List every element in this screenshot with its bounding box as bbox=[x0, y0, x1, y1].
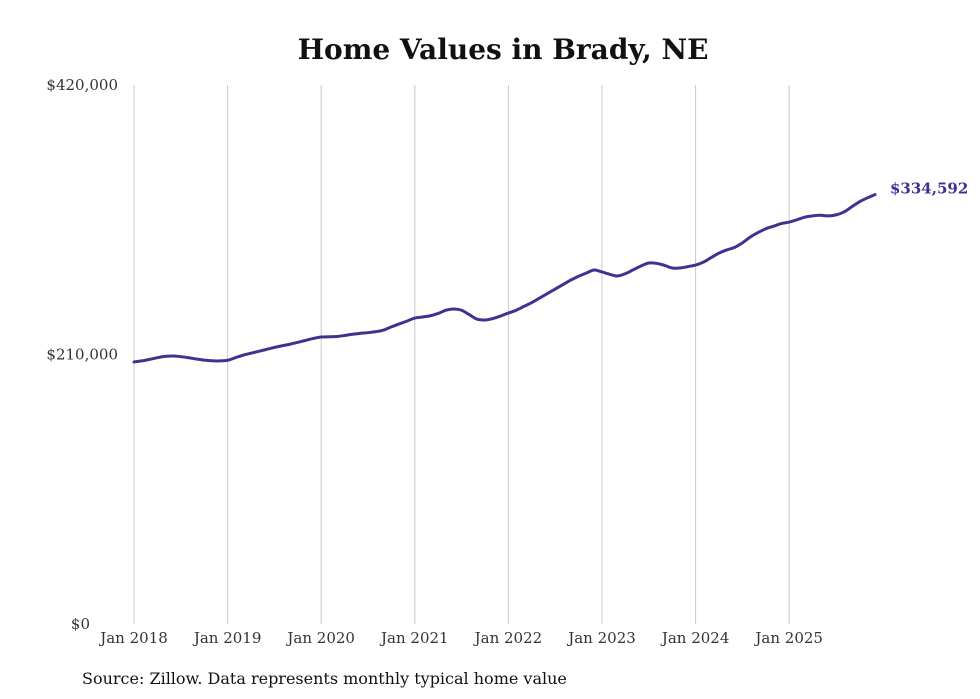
x-tick-label: Jan 2024 bbox=[660, 629, 730, 647]
x-tick-label: Jan 2021 bbox=[379, 629, 449, 647]
source-note: Source: Zillow. Data represents monthly … bbox=[82, 669, 567, 688]
x-tick-label: Jan 2022 bbox=[473, 629, 543, 647]
y-tick-label: $210,000 bbox=[46, 346, 118, 364]
end-value-label: $334,592 bbox=[890, 180, 968, 198]
x-tick-label: Jan 2018 bbox=[98, 629, 168, 647]
x-tick-label: Jan 2020 bbox=[285, 629, 355, 647]
y-tick-label: $0 bbox=[71, 615, 90, 633]
x-tick-label: Jan 2019 bbox=[192, 629, 262, 647]
home-value-line bbox=[132, 193, 877, 364]
x-tick-label: Jan 2023 bbox=[566, 629, 636, 647]
y-tick-label: $420,000 bbox=[46, 76, 118, 94]
chart-title: Home Values in Brady, NE bbox=[298, 33, 709, 66]
x-tick-label: Jan 2025 bbox=[753, 629, 823, 647]
